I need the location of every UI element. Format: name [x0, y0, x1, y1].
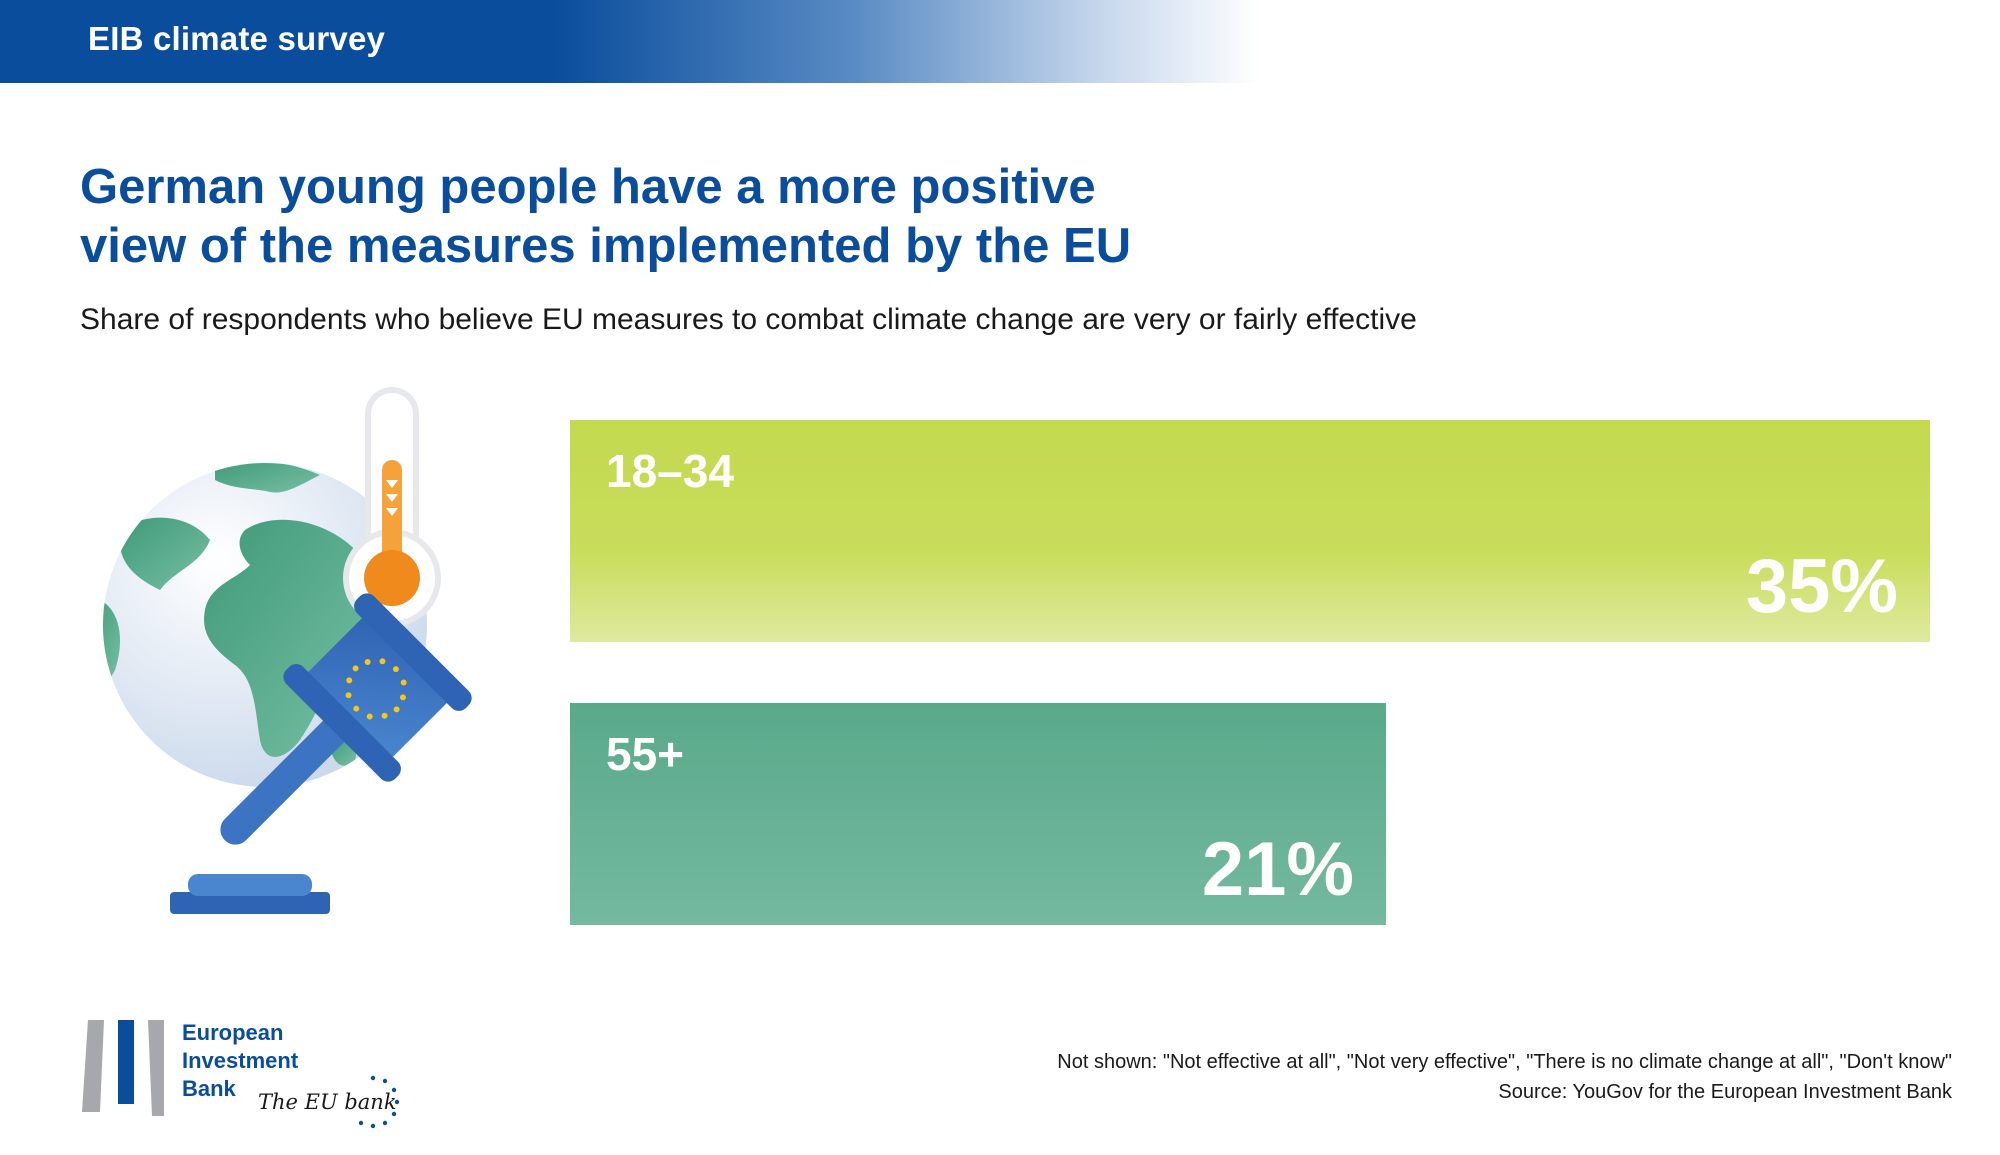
chart-title-line-1: German young people have a more positive	[80, 160, 1096, 214]
category-label-55-plus: 55+	[606, 728, 684, 780]
chart-subtitle: Share of respondents who believe EU meas…	[80, 303, 1417, 336]
footnote-not-shown: Not shown: "Not effective at all", "Not …	[1057, 1051, 1952, 1073]
logo-line-3: Bank	[182, 1076, 236, 1101]
eu-stars-icon	[358, 1075, 400, 1129]
chart-title: German young people have a more positive…	[80, 158, 1480, 276]
thermometer-icon	[343, 387, 441, 627]
logo-line-2: Investment	[182, 1048, 299, 1073]
header-banner: EIB climate survey	[0, 0, 1260, 83]
eib-logo-icon	[82, 1020, 164, 1116]
value-label-18-34: 35%	[1746, 544, 1898, 629]
banner-title: EIB climate survey	[88, 20, 386, 57]
logo-tagline: The EU bank	[258, 1090, 397, 1114]
bar-55-plus	[570, 703, 1386, 925]
gavel-icon	[170, 593, 472, 914]
logo-line-1: European	[182, 1020, 284, 1045]
climate-illustration	[103, 387, 472, 914]
chart-title-line-2: view of the measures implemented by the …	[80, 219, 1132, 273]
bar-18-34	[570, 420, 1930, 642]
footnote-source: Source: YouGov for the European Investme…	[1498, 1081, 1952, 1103]
value-label-55-plus: 21%	[1202, 827, 1354, 912]
category-label-18-34: 18–34	[606, 445, 734, 497]
